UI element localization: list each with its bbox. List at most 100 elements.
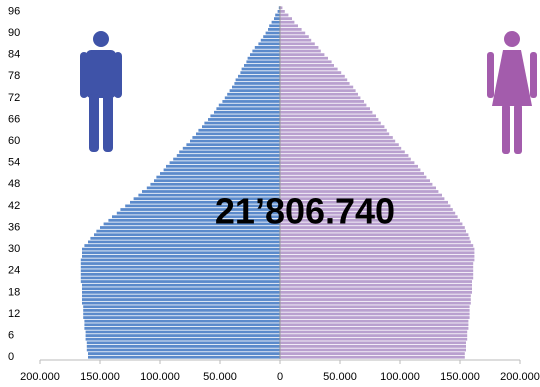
y-tick-label: 60	[8, 135, 20, 147]
bar	[280, 172, 424, 175]
bar	[280, 186, 436, 190]
y-tick-label: 12	[8, 308, 20, 320]
y-tick-label: 66	[8, 113, 20, 125]
bar	[150, 182, 280, 186]
bar	[280, 294, 471, 298]
bar	[222, 100, 280, 103]
bar	[274, 17, 280, 21]
bar	[83, 305, 280, 309]
bar	[280, 107, 370, 111]
bar	[280, 326, 469, 330]
bar	[280, 128, 387, 132]
bar	[280, 31, 306, 35]
bar	[280, 17, 292, 21]
bar	[208, 118, 280, 121]
bar	[82, 247, 280, 251]
bar	[86, 344, 280, 348]
bar	[125, 204, 280, 208]
bar	[85, 334, 280, 337]
bar	[280, 244, 474, 247]
bar	[88, 240, 280, 244]
y-tick-label: 90	[8, 27, 20, 39]
bar	[280, 53, 325, 57]
x-tick-label: 150.000	[80, 371, 120, 383]
bar	[232, 85, 280, 89]
bar	[280, 103, 367, 107]
x-tick-label: 50.000	[203, 371, 237, 383]
bar	[82, 254, 280, 258]
bar	[280, 125, 385, 129]
bar	[280, 71, 342, 75]
bar	[280, 287, 472, 291]
x-tick-label: 200.000	[500, 371, 540, 383]
bar	[280, 157, 411, 161]
bar	[280, 222, 463, 226]
bar	[116, 211, 280, 215]
bar	[280, 319, 469, 323]
bar	[173, 157, 280, 161]
bar	[280, 316, 470, 319]
bar	[218, 103, 280, 107]
bar	[280, 161, 415, 165]
bar	[280, 269, 474, 273]
bar	[268, 28, 280, 31]
bar	[280, 229, 466, 233]
bar	[263, 35, 280, 39]
bar	[280, 258, 475, 262]
bar	[90, 236, 281, 240]
y-tick-label: 30	[8, 243, 20, 255]
bar	[280, 96, 361, 100]
bar	[85, 330, 280, 334]
bar	[84, 323, 281, 327]
bar	[280, 92, 358, 96]
bar	[280, 276, 474, 280]
bar	[280, 168, 421, 172]
bar	[130, 200, 280, 204]
bar	[80, 258, 280, 262]
bar	[280, 334, 468, 337]
bar	[280, 283, 472, 287]
bar	[280, 280, 472, 283]
bar	[280, 20, 295, 24]
bar	[280, 182, 433, 186]
bar	[280, 200, 448, 204]
bar	[280, 348, 466, 352]
bar	[84, 319, 281, 323]
bar	[280, 60, 332, 64]
bar	[280, 139, 396, 143]
bar	[280, 290, 472, 294]
y-tick-label: 18	[8, 286, 20, 298]
bar	[280, 352, 465, 355]
bar	[280, 233, 469, 237]
bar	[280, 330, 468, 334]
x-tick-label: 100.000	[380, 371, 420, 383]
bar	[80, 272, 280, 276]
bar	[82, 251, 280, 255]
bar	[229, 89, 280, 93]
x-tick-label: 50.000	[323, 371, 357, 383]
bar	[246, 60, 280, 64]
bar	[84, 244, 281, 247]
bar	[83, 312, 280, 316]
bar	[254, 46, 280, 49]
bar	[202, 125, 280, 129]
bar	[280, 28, 302, 31]
bar	[280, 6, 283, 10]
bar	[235, 78, 280, 82]
y-tick-label: 42	[8, 200, 20, 212]
bar	[112, 215, 280, 219]
bar	[280, 118, 379, 121]
bar	[280, 24, 298, 28]
bar	[240, 71, 280, 75]
bar	[179, 150, 280, 154]
bar	[280, 272, 474, 276]
bar	[96, 229, 281, 233]
bar	[280, 85, 354, 89]
bar	[280, 10, 285, 13]
bar	[82, 294, 280, 298]
bar	[133, 197, 280, 201]
bar	[154, 179, 280, 183]
bar	[280, 164, 418, 168]
bar	[280, 337, 468, 341]
